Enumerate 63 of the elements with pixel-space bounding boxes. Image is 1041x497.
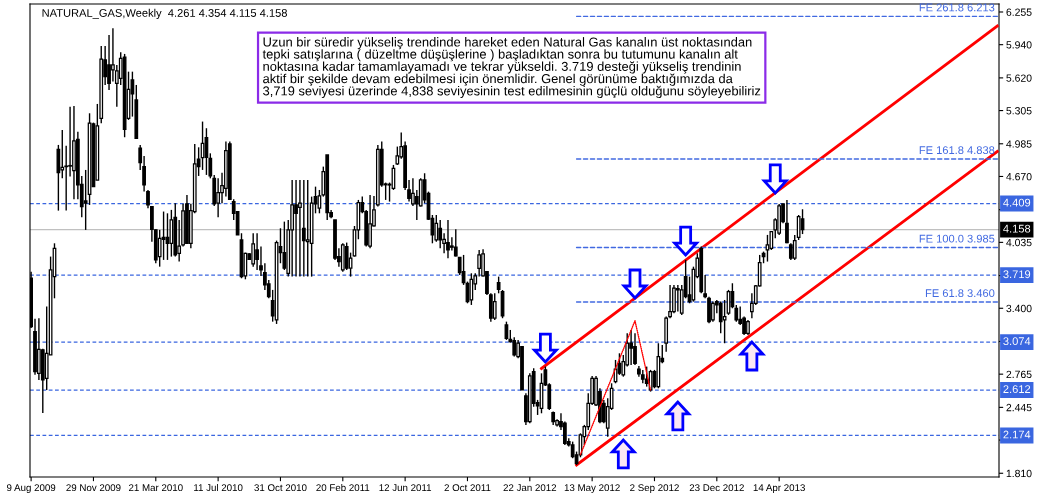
candlestick bbox=[68, 105, 72, 178]
candlestick bbox=[216, 177, 221, 218]
x-tick-label: 11 Jul 2010 bbox=[194, 483, 243, 492]
annotation: Uzun bir süredir yükseliş trendinde hareket eden Natural Gas kanalın üst noktasından tepki satışlarına ( düzeltme düşüşlerine ) başladıktan sonra bu tutumunu kanalın alt noktasına kadar tamamlayamadı ve tekrar yükseldi. 3.719 desteği yükseliş trendinin aktif bir şekilde devam edebilmesi için önemlidir. Genel görünüme baktığımızda da 3,719 seviyesi üzerinde 4,838 seviyesinin test edilmesinin güçlü olduğunu söyleyebiliriz bbox=[262, 37, 761, 99]
x-tick-label: 21 Mar 2010 bbox=[128, 484, 183, 492]
annotation: FE 261.8 6.213 bbox=[919, 3, 995, 12]
ref-line-label: 3.719 bbox=[1003, 270, 1031, 279]
candlestick bbox=[301, 179, 306, 278]
candlestick bbox=[453, 228, 458, 258]
candlestick bbox=[294, 179, 298, 278]
ref-line-label: 4.409 bbox=[1003, 198, 1031, 207]
x-tick-label: 23 Dec 2012 bbox=[689, 484, 744, 492]
candlestick bbox=[492, 292, 497, 321]
ref-line-label: 3.074 bbox=[1003, 337, 1031, 346]
candlestick bbox=[438, 219, 443, 249]
y-tick-label: 4.035 bbox=[1006, 238, 1032, 247]
y-tick-label: 2.765 bbox=[1006, 370, 1032, 379]
ref-line-label: 2.612 bbox=[1003, 385, 1031, 394]
annotation: FE 161.8 4.838 bbox=[919, 146, 995, 155]
chart-title: NATURAL_GAS,Weekly 4.261 4.354 4.115 4.158 bbox=[42, 8, 287, 20]
y-tick-label: 2.445 bbox=[1006, 403, 1032, 412]
x-tick-label: 12 Jun 2011 bbox=[379, 484, 432, 492]
annotation: FE 61.8 3.460 bbox=[925, 289, 995, 298]
x-tick-label: 9 Aug 2009 bbox=[6, 484, 56, 494]
candlestick bbox=[305, 179, 310, 278]
y-tick-label: 5.620 bbox=[1006, 74, 1032, 82]
x-tick-label: 13 May 2012 bbox=[564, 484, 620, 494]
y-tick-label: 1.810 bbox=[1006, 469, 1032, 478]
candlestick bbox=[765, 234, 770, 263]
x-tick-label: 2 Oct 2011 bbox=[444, 484, 491, 492]
candlestick bbox=[629, 329, 633, 366]
x-tick-label: 29 Nov 2009 bbox=[66, 484, 121, 492]
y-tick-label: 6.255 bbox=[1006, 8, 1032, 16]
candlestick bbox=[56, 144, 61, 212]
candlestick bbox=[251, 232, 256, 268]
x-tick-label: 22 Jan 2012 bbox=[503, 484, 557, 492]
y-tick-label: 4.670 bbox=[1006, 172, 1032, 181]
ref-line-label: 4.158 bbox=[1003, 224, 1031, 233]
candlestick bbox=[707, 295, 711, 325]
candlestick bbox=[672, 284, 676, 314]
y-tick-label: 4.985 bbox=[1006, 140, 1032, 148]
candlestick bbox=[633, 332, 637, 366]
candlestick bbox=[675, 284, 680, 313]
candlestick bbox=[434, 214, 439, 243]
candlestick bbox=[785, 199, 789, 244]
candlestick bbox=[298, 179, 302, 278]
candlestick bbox=[668, 284, 672, 319]
candlestick bbox=[282, 220, 287, 271]
candlestick bbox=[722, 299, 727, 344]
y-tick-label: 3.400 bbox=[1006, 304, 1032, 313]
candlestick bbox=[446, 219, 450, 259]
candlestick bbox=[395, 145, 400, 166]
candlestick bbox=[368, 194, 372, 249]
candlestick bbox=[169, 209, 174, 258]
x-tick-label: 2 Sep 2012 bbox=[630, 484, 679, 494]
y-tick-label: 5.305 bbox=[1006, 107, 1032, 115]
y-tick-label: 5.940 bbox=[1006, 41, 1032, 49]
x-tick-label: 14 Apr 2013 bbox=[753, 484, 805, 494]
annotation: FE 100.0 3.985 bbox=[919, 234, 995, 243]
candlestick bbox=[711, 300, 715, 323]
x-tick-label: 31 Oct 2010 bbox=[254, 484, 307, 492]
x-tick-label: 20 Feb 2011 bbox=[316, 483, 370, 492]
ref-line-label: 2.174 bbox=[1003, 430, 1031, 439]
